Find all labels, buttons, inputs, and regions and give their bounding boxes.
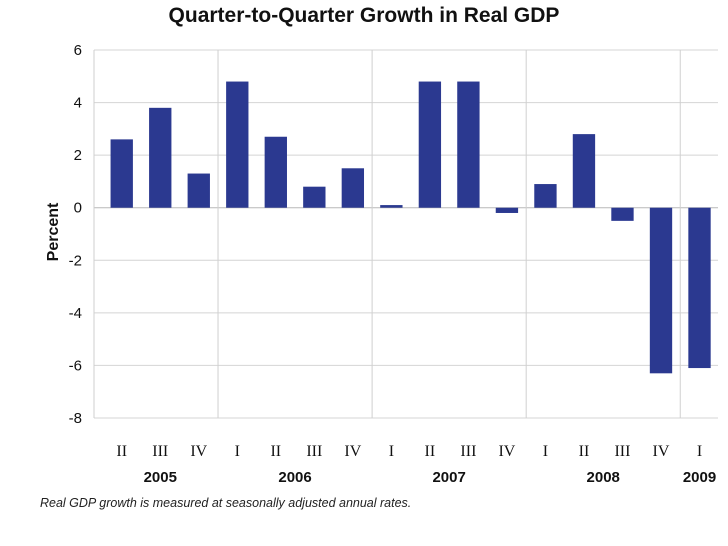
quarter-label: I [235, 443, 240, 460]
quarter-label: II [425, 443, 436, 460]
year-label: 2005 [144, 469, 177, 486]
bar-2006-qiii [303, 186, 326, 208]
bar-2006-qiv [341, 168, 365, 208]
y-axis-ticks: 6 4 2 0 -2 -4 -6 -8 [69, 42, 82, 427]
quarter-label: II [270, 443, 281, 460]
chart-title: Quarter-to-Quarter Growth in Real GDP [168, 4, 560, 27]
bar-2008-qii [572, 134, 596, 208]
quarter-label: III [460, 443, 476, 460]
quarter-label: I [697, 443, 702, 460]
bar-2007-qiv [495, 207, 519, 213]
year-label: 2009 [683, 469, 716, 486]
grid-lines [93, 49, 718, 419]
y-tick-label: -2 [69, 252, 82, 269]
year-label: 2008 [587, 469, 620, 486]
y-tick-label: -8 [69, 410, 82, 427]
bar-2007-qii [418, 81, 442, 208]
bar-2006-qii [264, 136, 287, 208]
bar-2007-qi [380, 205, 403, 208]
quarter-label: I [543, 443, 548, 460]
quarter-label: IV [653, 443, 670, 460]
footnote: Real GDP growth is measured at seasonall… [40, 496, 412, 510]
bars [110, 81, 711, 374]
quarter-label: I [389, 443, 394, 460]
quarter-label: IV [190, 443, 207, 460]
y-tick-label: 6 [74, 42, 82, 59]
bar-2007-qiii [457, 81, 480, 208]
bar-2005-qiii [149, 107, 172, 208]
quarter-label: II [116, 443, 127, 460]
bar-2009-qi [688, 207, 711, 369]
y-tick-label: -4 [69, 305, 82, 322]
y-tick-label: 2 [74, 147, 82, 164]
y-tick-label: 0 [74, 200, 82, 217]
quarter-label: III [152, 443, 168, 460]
year-label: 2006 [278, 469, 311, 486]
bar-2005-qii [110, 139, 133, 208]
y-axis-title: Percent [45, 202, 62, 261]
quarter-label: III [614, 443, 630, 460]
bar-2005-qiv [187, 173, 210, 208]
quarter-label: III [306, 443, 322, 460]
quarter-label: IV [498, 443, 515, 460]
y-tick-label: -6 [69, 357, 82, 374]
year-label: 2007 [432, 469, 465, 486]
y-tick-label: 4 [74, 95, 82, 112]
quarter-label: II [579, 443, 590, 460]
bar-2008-qiv [649, 207, 673, 374]
bar-2008-qiii [611, 207, 634, 221]
bar-2006-qi [226, 81, 249, 208]
quarter-label: IV [344, 443, 361, 460]
bar-2008-qi [534, 184, 557, 208]
